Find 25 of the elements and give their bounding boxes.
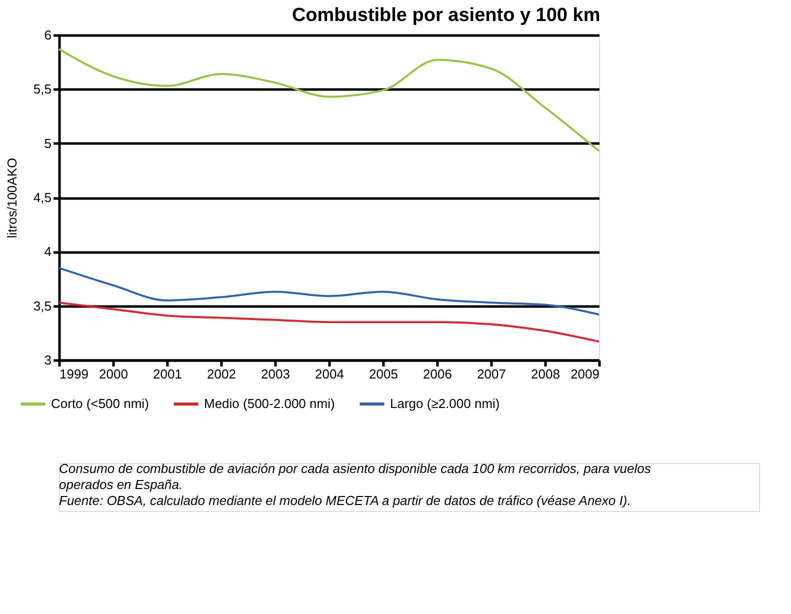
y-tick-label: 3 (44, 352, 52, 368)
y-tick-label: 3,5 (33, 298, 52, 314)
x-tick-label: 1999 (60, 366, 88, 382)
x-tick-label: 2009 (570, 366, 600, 382)
y-tick-label: 6 (44, 28, 52, 42)
x-tick-label: 2008 (531, 366, 560, 382)
y-tick-label: 4 (44, 244, 52, 260)
y-tick-label: 5,5 (33, 82, 52, 97)
x-tick-label: 2005 (369, 366, 398, 382)
text: Consumo de combustible de aviación por cada asiento disponible cada 100 km recorridos, para vuelos operados en España. (59, 461, 652, 492)
x-tick-label: 2001 (153, 366, 182, 382)
source-note: Fuente: OBSA, calculado mediante el modelo MECETA a partir de datos de tráfico (véase Anexo I). (59, 493, 631, 508)
x-tick-label: 2007 (477, 366, 506, 382)
y-tick-label: 5 (44, 136, 52, 151)
x-tick-label: 2004 (315, 366, 344, 382)
x-tick-label: 2000 (99, 366, 128, 382)
y-tick-label: 4,5 (33, 190, 52, 205)
legend-label: Medio (500-2.000 nmi) (204, 396, 335, 411)
legend-label: Largo (≥2.000 nmi) (390, 396, 500, 411)
x-tick-label: 2003 (261, 366, 290, 382)
chart-title: Combustible por asiento y 100 km (292, 5, 600, 26)
x-tick-label: 2006 (423, 366, 452, 382)
y-axis-title: litros/100AKO (4, 158, 20, 238)
legend-label: Corto (<500 nmi) (51, 396, 149, 411)
x-tick-label: 2002 (207, 366, 236, 382)
